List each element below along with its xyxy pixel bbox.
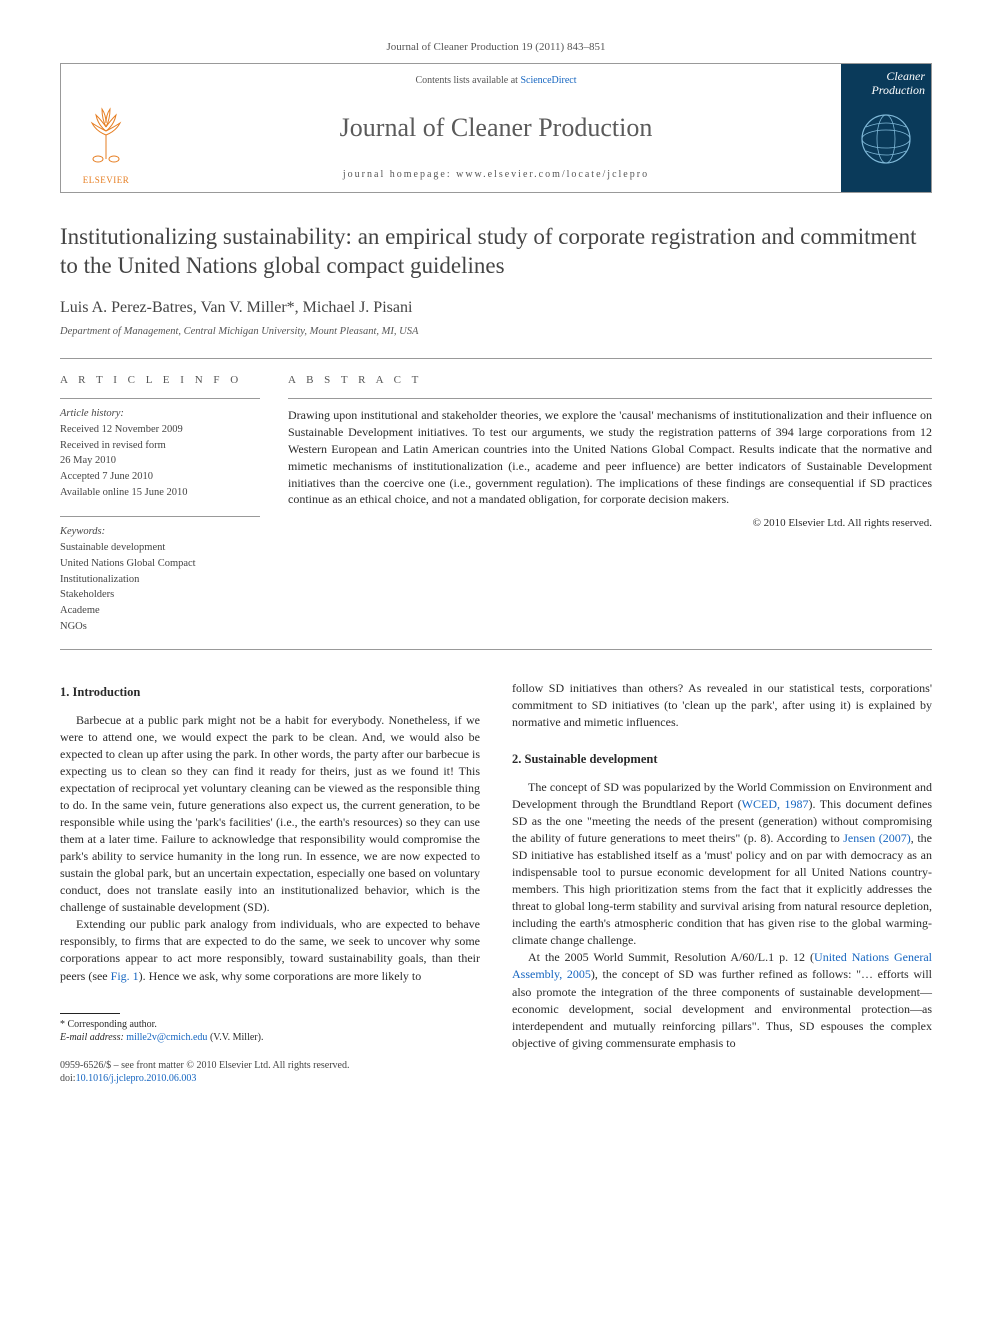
history-line: Received in revised form: [60, 439, 260, 454]
sd-paragraph-2: At the 2005 World Summit, Resolution A/6…: [512, 949, 932, 1051]
rule-info-1: [60, 398, 260, 399]
elsevier-tree-icon: [78, 101, 134, 174]
rule-info-2: [60, 516, 260, 517]
sd-p1-c: , the SD initiative has established itse…: [512, 831, 932, 947]
sd-p2-a: At the 2005 World Summit, Resolution A/6…: [528, 950, 814, 964]
article-title: Institutionalizing sustainability: an em…: [60, 223, 932, 281]
history-line: Received 12 November 2009: [60, 423, 260, 438]
cover-globe-icon: [851, 97, 921, 175]
contents-prefix: Contents lists available at: [415, 75, 520, 86]
email-suffix: (V.V. Miller).: [207, 1032, 263, 1043]
email-label: E-mail address:: [60, 1032, 126, 1043]
email-line: E-mail address: mille2v@cmich.edu (V.V. …: [60, 1031, 480, 1045]
history-line: Available online 15 June 2010: [60, 486, 260, 501]
intro-paragraph-2-cont: follow SD initiatives than others? As re…: [512, 680, 932, 731]
affiliation-line: Department of Management, Central Michig…: [60, 325, 932, 340]
doi-link[interactable]: 10.1016/j.jclepro.2010.06.003: [76, 1073, 197, 1084]
journal-header: ELSEVIER Contents lists available at Sci…: [60, 63, 932, 193]
sciencedirect-link[interactable]: ScienceDirect: [520, 75, 576, 86]
publisher-logo-block: ELSEVIER: [61, 64, 151, 192]
keywords-block: Keywords: Sustainable development United…: [60, 516, 260, 634]
body-col-right: follow SD initiatives than others? As re…: [512, 680, 932, 1085]
contents-available-line: Contents lists available at ScienceDirec…: [163, 74, 829, 88]
history-line: 26 May 2010: [60, 454, 260, 469]
journal-homepage: journal homepage: www.elsevier.com/locat…: [163, 168, 829, 182]
abstract-copyright: © 2010 Elsevier Ltd. All rights reserved…: [288, 516, 932, 531]
body-columns: 1. Introduction Barbecue at a public par…: [60, 680, 932, 1085]
keyword: Sustainable development: [60, 541, 260, 556]
citation-ref-link[interactable]: WCED, 1987: [742, 797, 809, 811]
history-line: Accepted 7 June 2010: [60, 470, 260, 485]
doi-label: doi:: [60, 1073, 76, 1084]
section-heading-intro: 1. Introduction: [60, 684, 480, 702]
keyword: Academe: [60, 604, 260, 619]
publisher-name: ELSEVIER: [83, 174, 130, 187]
figure-ref-link[interactable]: Fig. 1: [111, 969, 139, 983]
authors-line: Luis A. Perez-Batres, Van V. Miller*, Mi…: [60, 297, 932, 319]
info-abstract-row: A R T I C L E I N F O Article history: R…: [60, 373, 932, 635]
section-heading-sd: 2. Sustainable development: [512, 751, 932, 769]
abstract-heading: A B S T R A C T: [288, 373, 932, 388]
corresponding-author-label: * Corresponding author.: [60, 1018, 480, 1032]
rule-abstract: [288, 398, 932, 399]
cover-title: Cleaner Production: [847, 70, 925, 96]
abstract-text: Drawing upon institutional and stakehold…: [288, 407, 932, 508]
intro-paragraph-2: Extending our public park analogy from i…: [60, 916, 480, 984]
article-history-label: Article history:: [60, 407, 260, 422]
journal-cover-thumb: Cleaner Production: [841, 64, 931, 192]
rule-after-abstract: [60, 649, 932, 650]
doi-line: doi:10.1016/j.jclepro.2010.06.003: [60, 1072, 480, 1086]
article-info-block: A R T I C L E I N F O Article history: R…: [60, 373, 260, 635]
intro-p2-part-b: ). Hence we ask, why some corporations a…: [139, 969, 422, 983]
abstract-block: A B S T R A C T Drawing upon institution…: [288, 373, 932, 635]
sd-paragraph-1: The concept of SD was popularized by the…: [512, 779, 932, 949]
intro-paragraph-1: Barbecue at a public park might not be a…: [60, 712, 480, 916]
citation-line: Journal of Cleaner Production 19 (2011) …: [60, 40, 932, 55]
email-link[interactable]: mille2v@cmich.edu: [126, 1032, 207, 1043]
keyword: Institutionalization: [60, 573, 260, 588]
body-col-left: 1. Introduction Barbecue at a public par…: [60, 680, 480, 1085]
rule-top: [60, 358, 932, 359]
front-matter-line: 0959-6526/$ – see front matter © 2010 El…: [60, 1059, 480, 1073]
keyword: Stakeholders: [60, 588, 260, 603]
keyword: United Nations Global Compact: [60, 557, 260, 572]
footer-meta: 0959-6526/$ – see front matter © 2010 El…: [60, 1059, 480, 1086]
header-center: Contents lists available at ScienceDirec…: [151, 64, 841, 192]
keyword: NGOs: [60, 620, 260, 635]
footnote-block: * Corresponding author. E-mail address: …: [60, 1018, 480, 1045]
keywords-label: Keywords:: [60, 525, 260, 540]
citation-ref-link[interactable]: Jensen (2007): [843, 831, 911, 845]
journal-name: Journal of Cleaner Production: [163, 110, 829, 146]
footnote-separator: [60, 1013, 120, 1014]
article-info-heading: A R T I C L E I N F O: [60, 373, 260, 388]
